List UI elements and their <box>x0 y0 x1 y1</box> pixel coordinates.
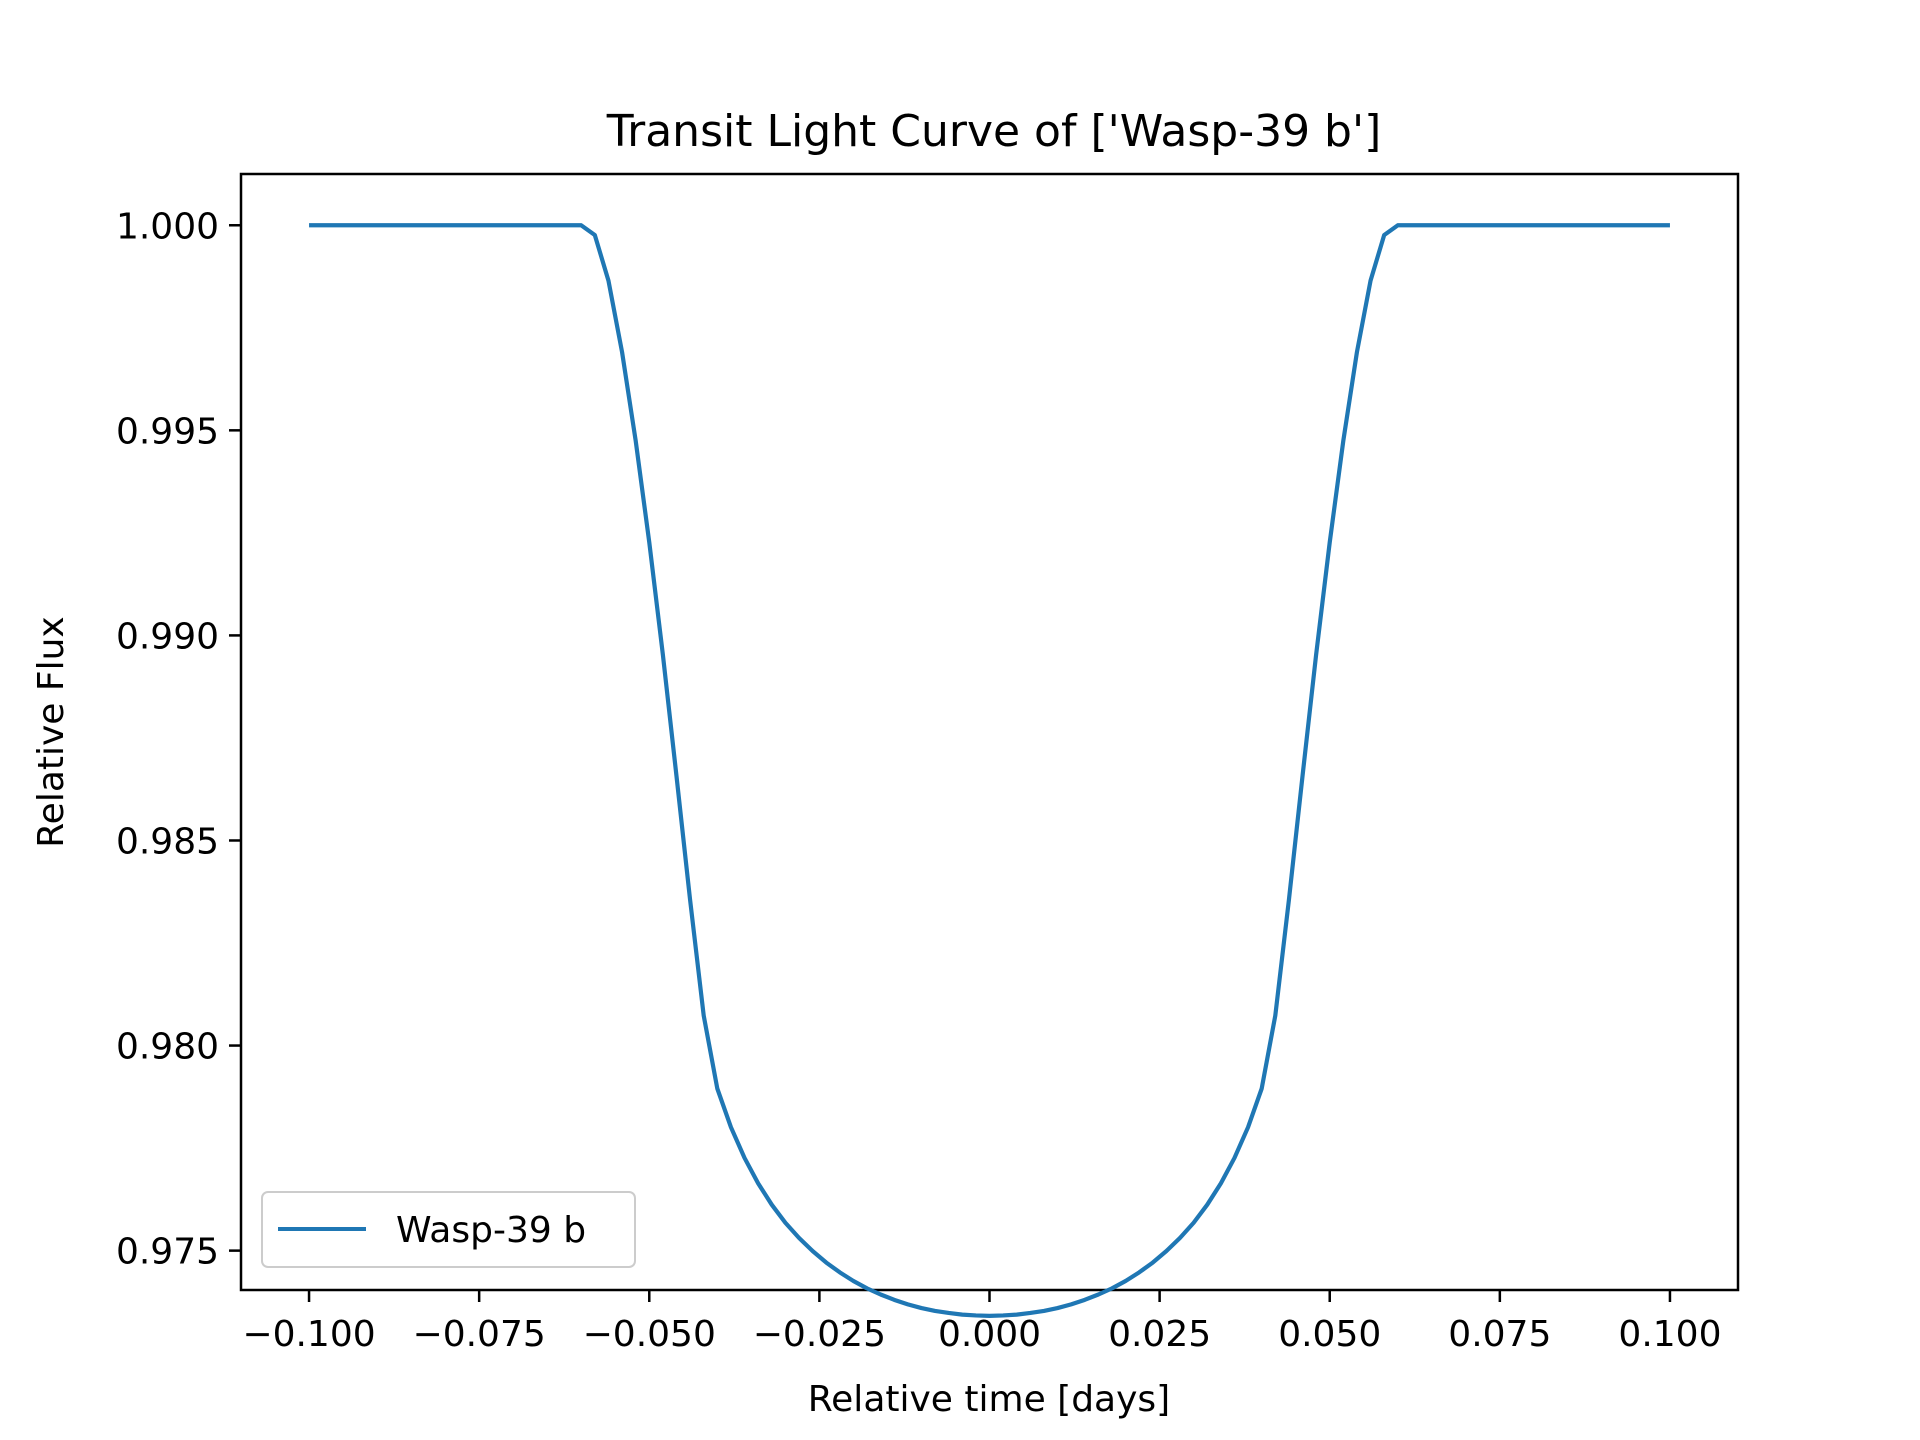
legend-box <box>261 1191 636 1268</box>
x-tick-label: −0.075 <box>413 1314 546 1355</box>
y-tick-label: 0.990 <box>116 616 219 657</box>
series-line-0 <box>309 223 1670 1318</box>
x-tick-label: 0.100 <box>1618 1314 1721 1355</box>
x-tick-label: −0.025 <box>753 1314 886 1355</box>
y-tick-label: 0.975 <box>116 1232 219 1273</box>
y-axis-label: Relative Flux <box>31 616 72 847</box>
y-tick-label: 0.980 <box>116 1027 219 1068</box>
legend-label: Wasp-39 b <box>396 1210 586 1251</box>
x-axis-ticks: −0.100 −0.075 −0.050 −0.025 0.000 0.025 0.050 0… <box>242 1290 1721 1355</box>
series-layer <box>309 223 1670 1318</box>
x-tick-label: 0.025 <box>1108 1314 1211 1355</box>
plot-area: −0.100 −0.075 −0.050 −0.025 0.000 0.025 0.050 0… <box>116 172 1740 1355</box>
x-tick-label: 0.050 <box>1278 1314 1381 1355</box>
y-axis-ticks: 0.975 0.980 0.985 0.990 0.995 1.000 <box>116 206 241 1273</box>
chart-title: Transit Light Curve of ['Wasp-39 b'] <box>606 106 1382 157</box>
y-tick-label: 0.985 <box>116 821 219 862</box>
x-tick-label: 0.075 <box>1448 1314 1551 1355</box>
x-tick-label: −0.100 <box>242 1314 375 1355</box>
x-tick-label: −0.050 <box>583 1314 716 1355</box>
y-tick-label: 1.000 <box>116 206 219 247</box>
x-tick-label: 0.000 <box>938 1314 1041 1355</box>
legend: Wasp-39 b <box>261 1191 636 1268</box>
x-axis-label: Relative time [days] <box>808 1379 1170 1420</box>
y-tick-label: 0.995 <box>116 411 219 452</box>
